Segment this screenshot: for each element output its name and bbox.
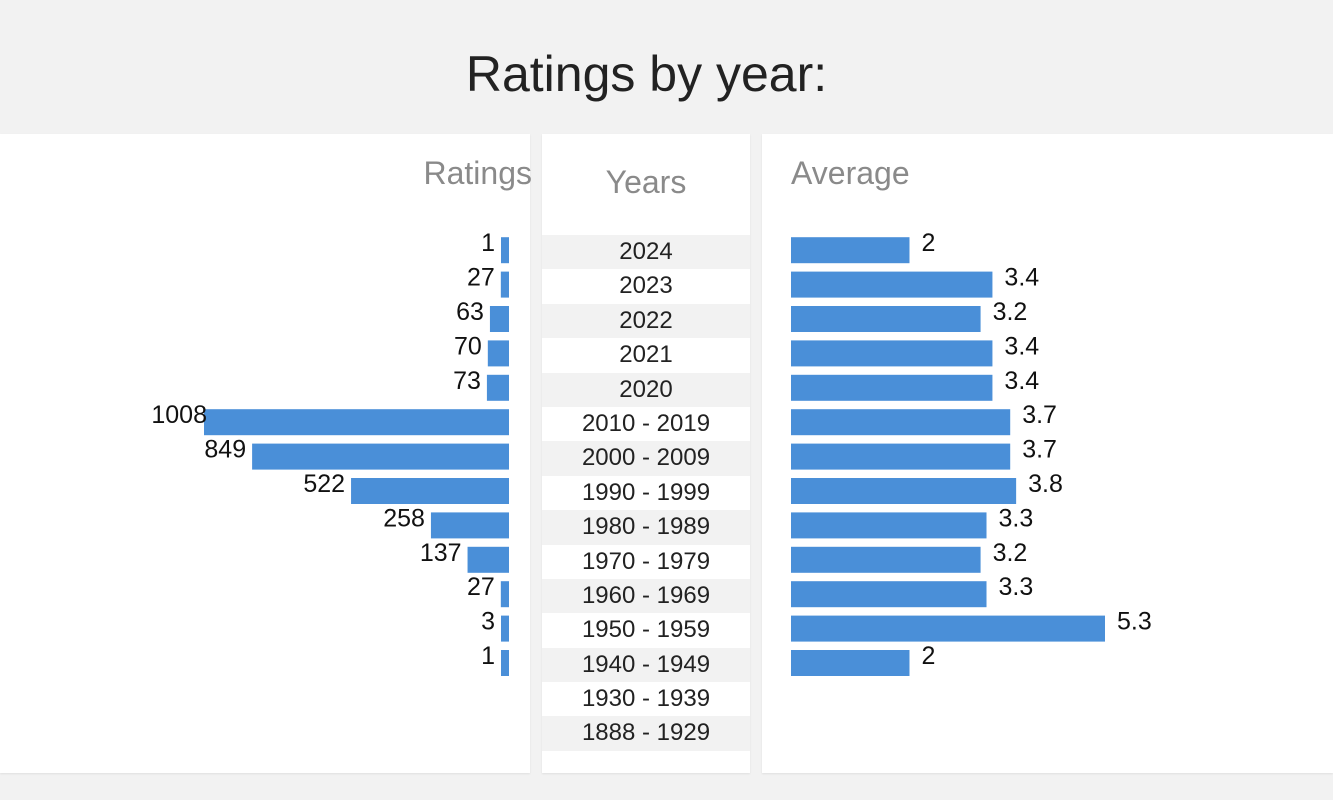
ratings-bar xyxy=(204,409,509,436)
average-value-label: 2 xyxy=(921,229,935,257)
year-row: 1990 - 1999 xyxy=(542,475,750,511)
average-value-label: 5.3 xyxy=(1117,608,1152,636)
average-bar xyxy=(791,512,987,539)
ratings-value-label: 137 xyxy=(420,539,462,567)
years-panel: Years 2024 2023 2022 2021 2020 2010 - 2019 200… xyxy=(542,134,750,773)
average-bar xyxy=(791,615,1105,642)
ratings-bar xyxy=(500,271,509,298)
average-bar xyxy=(791,409,1011,436)
ratings-bar xyxy=(501,615,509,642)
ratings-bar xyxy=(501,237,509,264)
ratings-value-label: 1008 xyxy=(151,401,207,429)
ratings-value-label: 70 xyxy=(454,332,482,360)
years-list: 2024 2023 2022 2021 2020 2010 - 2019 2000 - 20… xyxy=(542,235,750,751)
ratings-bar xyxy=(500,581,509,608)
year-row: 2020 xyxy=(542,372,750,407)
average-value-label: 3.2 xyxy=(993,539,1028,567)
year-row: 1930 - 1939 xyxy=(542,682,750,717)
ratings-value-label: 27 xyxy=(467,573,495,601)
ratings-bar xyxy=(486,374,509,401)
ratings-value-label: 1 xyxy=(481,642,495,670)
average-panel: Average 2 3.4 3.2 3.4 3.4 3.7 3.7 3.8 3.3 3.2 3.3 5… xyxy=(762,134,1333,773)
average-bar xyxy=(791,340,993,367)
average-chart: 2 3.4 3.2 3.4 3.4 3.7 3.7 3.8 3.3 3.2 3.3 5.3 2 xyxy=(791,229,1152,676)
ratings-value-label: 258 xyxy=(383,504,425,532)
average-value-label: 3.4 xyxy=(1004,332,1039,360)
year-row: 2021 xyxy=(542,338,750,373)
year-row: 2022 xyxy=(542,303,750,339)
years-header: Years xyxy=(605,164,687,200)
ratings-value-label: 1 xyxy=(481,229,495,257)
average-value-label: 3.8 xyxy=(1028,470,1063,498)
year-row: 1970 - 1979 xyxy=(542,544,750,579)
average-bar xyxy=(791,271,993,298)
average-bar xyxy=(791,650,910,676)
year-row: 2000 - 2009 xyxy=(542,441,750,476)
average-bar xyxy=(791,581,987,608)
ratings-value-label: 63 xyxy=(456,298,484,326)
average-value-label: 3.7 xyxy=(1022,436,1057,464)
average-value-label: 3.3 xyxy=(999,504,1034,532)
year-row: 1950 - 1959 xyxy=(542,613,750,648)
ratings-value-label: 522 xyxy=(303,470,345,498)
ratings-bar xyxy=(487,340,509,367)
average-value-label: 3.7 xyxy=(1022,401,1057,429)
average-header: Average xyxy=(791,155,910,191)
average-value-label: 3.3 xyxy=(999,573,1034,601)
ratings-bar xyxy=(252,443,510,470)
year-row: 2023 xyxy=(542,269,750,304)
ratings-bar xyxy=(467,546,509,573)
ratings-value-label: 3 xyxy=(481,608,495,636)
average-value-label: 3.4 xyxy=(1004,264,1039,292)
year-row: 1980 - 1989 xyxy=(542,510,750,545)
average-bar xyxy=(791,306,981,332)
page-title: Ratings by year: xyxy=(465,46,828,102)
average-bar xyxy=(791,443,1011,470)
ratings-panel: Ratings 1 27 63 70 73 1008 849 522 258 137 27 3 1 xyxy=(0,134,533,773)
average-bar xyxy=(791,478,1017,504)
average-value-label: 3.2 xyxy=(993,298,1028,326)
ratings-value-label: 73 xyxy=(453,367,481,395)
average-value-label: 3.4 xyxy=(1004,367,1039,395)
ratings-header: Ratings xyxy=(423,155,533,191)
ratings-value-label: 27 xyxy=(467,264,495,292)
ratings-bar xyxy=(351,478,509,504)
year-row: 1940 - 1949 xyxy=(542,647,750,683)
average-bar xyxy=(791,237,910,264)
year-row: 2010 - 2019 xyxy=(542,406,750,442)
year-row: 1960 - 1969 xyxy=(542,578,750,614)
year-row: 2024 xyxy=(542,235,750,270)
ratings-bar xyxy=(489,306,509,332)
average-value-label: 2 xyxy=(921,642,935,670)
ratings-bar xyxy=(501,650,509,676)
year-row: 1888 - 1929 xyxy=(542,716,750,751)
average-bar xyxy=(791,374,993,401)
average-bar xyxy=(791,546,981,573)
ratings-bar xyxy=(430,512,509,539)
ratings-value-label: 849 xyxy=(204,436,246,464)
